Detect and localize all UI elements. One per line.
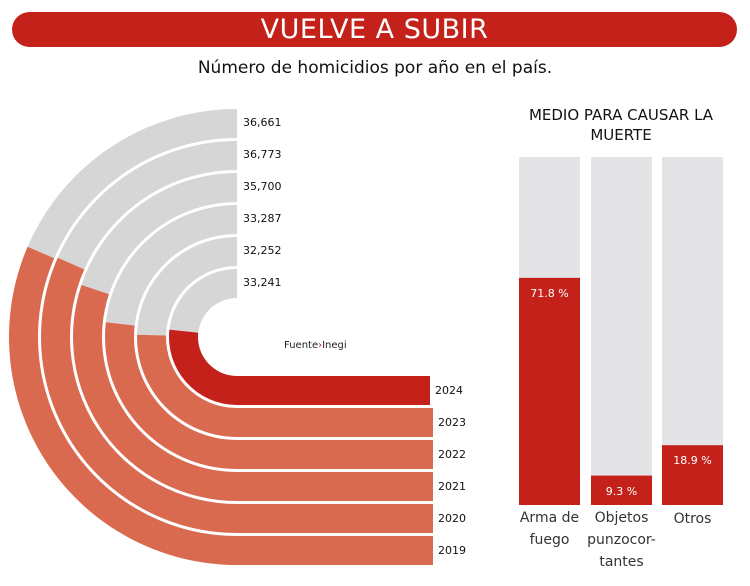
category-line: Arma de xyxy=(519,510,580,526)
ring-background-2021 xyxy=(81,173,238,295)
ring-arc-2022 xyxy=(104,322,237,469)
value-label: 33,287 xyxy=(243,211,282,225)
ring-background-2022 xyxy=(105,205,237,326)
ring-arc-2019 xyxy=(8,246,237,565)
value-label: 35,700 xyxy=(243,179,282,193)
source-note: Fuente›Inegi xyxy=(284,340,347,351)
ring-arc-2024 xyxy=(169,329,237,405)
category-line: tantes xyxy=(599,554,644,570)
category-line: fuego xyxy=(529,532,570,548)
ring-background-2023 xyxy=(137,237,237,336)
ring-arc-2020 xyxy=(40,257,237,533)
bar-category-label: Objetos punzocor-tantes xyxy=(582,507,662,573)
value-label: 33,241 xyxy=(243,275,282,289)
year-label: 2021 xyxy=(438,479,466,493)
ring-bar-2022 xyxy=(236,440,433,469)
bar-value-label: 9.3 % xyxy=(605,484,638,498)
bar-value-label: 18.9 % xyxy=(673,454,712,468)
category-line: Otros xyxy=(673,511,712,527)
subtitle: Número de homicidios por año en el país. xyxy=(197,58,553,78)
bar-0 xyxy=(519,277,580,505)
ring-bar-2019 xyxy=(236,536,433,565)
source-label: Fuente xyxy=(284,340,319,351)
bar-1 xyxy=(591,475,652,505)
banner-title: VUELVE A SUBIR xyxy=(12,12,737,47)
ring-arc-2021 xyxy=(72,284,237,501)
bar-value-label: 71.8 % xyxy=(530,286,569,300)
ring-background-2024 xyxy=(169,269,237,333)
ring-bar-2023 xyxy=(236,408,433,437)
source-separator: › xyxy=(318,340,323,351)
value-label: 36,661 xyxy=(243,115,282,129)
year-label: 2024 xyxy=(435,383,463,397)
category-line: punzocor- xyxy=(587,532,656,548)
ring-bar-2020 xyxy=(236,504,433,533)
year-label: 2020 xyxy=(438,511,466,525)
ring-arc-2023 xyxy=(137,334,237,437)
year-label: 2023 xyxy=(438,415,466,429)
bar-2 xyxy=(662,445,723,505)
source-name: Inegi xyxy=(322,340,347,351)
ring-background-2019 xyxy=(27,109,237,259)
year-label: 2022 xyxy=(438,447,466,461)
bar-category-label: Arma de fuego xyxy=(510,507,590,551)
value-label: 32,252 xyxy=(243,243,282,257)
year-label: 2019 xyxy=(438,543,466,557)
bar-chart-title: MEDIO PARA CAUSAR LA MUERTE xyxy=(528,106,714,144)
bar-background xyxy=(591,157,652,505)
ring-background-2020 xyxy=(57,141,237,270)
bar-category-label: Otros xyxy=(653,508,733,530)
value-label: 36,773 xyxy=(243,147,282,161)
category-line: Objetos xyxy=(594,510,649,526)
ring-bar-2024 xyxy=(236,376,430,405)
ring-bar-2021 xyxy=(236,472,433,501)
